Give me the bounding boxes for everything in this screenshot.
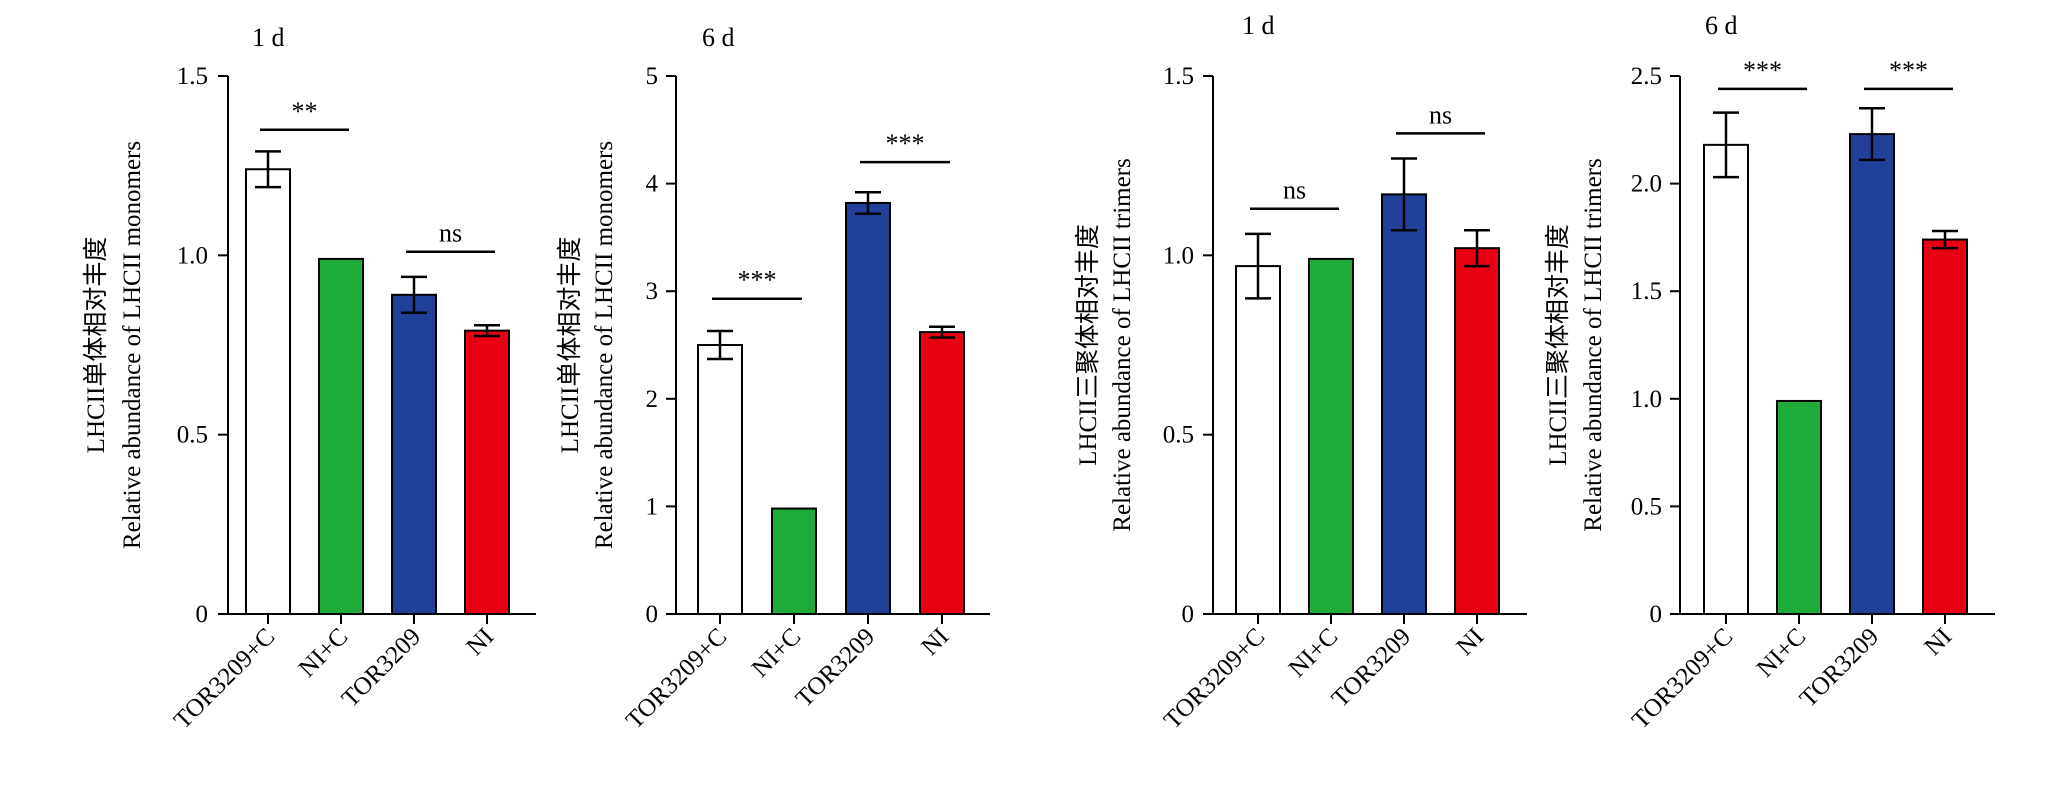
chart-panel-3: 1 d LHCII三聚体相对丰度 Relative abundance of LHC…	[1074, 11, 1527, 734]
y-tick-label: 2.5	[1631, 63, 1662, 90]
bar	[1454, 247, 1500, 615]
bar	[318, 257, 364, 615]
y-axis-label: Relative abundance of LHCII trimers	[1109, 158, 1136, 531]
significance-label: **	[292, 97, 318, 126]
chart-title: 1 d	[1242, 11, 1275, 40]
bar	[1922, 238, 1968, 615]
y-tick-label: 0.5	[177, 422, 208, 449]
x-tick-label: TOR3209+C	[1627, 623, 1738, 734]
significance-label: ns	[1283, 176, 1306, 205]
bar	[845, 201, 891, 616]
x-tick-label: NI+C	[294, 623, 354, 683]
x-tick-label: NI	[1919, 623, 1957, 661]
y-tick-label: 3	[646, 278, 659, 305]
significance-label: ***	[1743, 56, 1782, 85]
bar	[391, 293, 437, 615]
y-tick-label: 0.5	[1631, 493, 1662, 520]
y-tick-label: 0.5	[1163, 422, 1194, 449]
y-tick-label: 0	[1650, 601, 1663, 628]
x-tick-label: TOR3209	[791, 623, 880, 712]
y-axis-label-cn: LHCII三聚体相对丰度	[1074, 224, 1102, 466]
bar	[919, 331, 965, 615]
y-tick-label: 0	[646, 601, 659, 628]
chart-title: 6 d	[1705, 11, 1738, 40]
y-tick-label: 1.5	[1631, 278, 1662, 305]
y-tick-label: 1.0	[1163, 242, 1194, 269]
y-tick-label: 4	[646, 171, 659, 198]
chart-panel-2: 6 d LHCII单体相对丰度 Relative abundance of LHCI…	[556, 23, 990, 734]
y-axis-label: Relative abundance of LHCII trimers	[1580, 158, 1607, 531]
y-tick-label: 1.5	[1163, 63, 1194, 90]
x-tick-label: NI	[461, 623, 499, 661]
x-tick-label: TOR3209	[337, 623, 426, 712]
y-tick-label: 1.0	[177, 242, 208, 269]
bar	[1381, 193, 1427, 616]
x-tick-label: TOR3209	[1795, 623, 1884, 712]
y-tick-label: 0	[196, 601, 209, 628]
significance-label: ***	[1889, 56, 1928, 85]
bar	[1235, 265, 1281, 615]
x-tick-label: NI	[1451, 623, 1489, 661]
y-tick-label: 1.5	[177, 63, 208, 90]
chart-title: 6 d	[702, 23, 735, 52]
x-tick-label: TOR3209	[1327, 623, 1416, 712]
chart-title: 1 d	[252, 23, 285, 52]
y-tick-label: 5	[646, 63, 659, 90]
x-tick-label: NI+C	[1284, 623, 1344, 683]
x-tick-label: TOR3209+C	[169, 623, 280, 734]
chart-panel-1: 1 d LHCII单体相对丰度 Relative abundance of LHCI…	[82, 23, 536, 734]
significance-label: ***	[886, 129, 925, 158]
y-axis-label-cn: LHCII三聚体相对丰度	[1544, 224, 1572, 466]
significance-label: ns	[439, 219, 462, 248]
x-tick-label: NI	[916, 623, 954, 661]
x-tick-label: NI+C	[747, 623, 807, 683]
y-axis-label: Relative abundance of LHCII monomers	[119, 141, 146, 549]
x-tick-label: TOR3209+C	[621, 623, 732, 734]
bar	[464, 329, 510, 615]
bar	[1849, 133, 1895, 615]
y-tick-label: 2	[646, 386, 659, 413]
bar	[245, 168, 291, 615]
chart-panel-4: 6 d LHCII三聚体相对丰度 Relative abundance of LHC…	[1544, 11, 1995, 734]
y-tick-label: 1.0	[1631, 386, 1662, 413]
y-axis-label-cn: LHCII单体相对丰度	[556, 237, 584, 454]
y-axis-label-cn: LHCII单体相对丰度	[82, 237, 110, 454]
x-tick-label: NI+C	[1752, 623, 1812, 683]
y-tick-label: 2.0	[1631, 171, 1662, 198]
significance-label: ***	[738, 266, 777, 295]
bar	[1703, 143, 1749, 615]
bar	[771, 507, 817, 615]
bar	[697, 344, 743, 615]
y-axis-label: Relative abundance of LHCII monomers	[591, 141, 618, 549]
x-tick-label: TOR3209+C	[1159, 623, 1270, 734]
y-tick-label: 0	[1182, 601, 1195, 628]
y-tick-label: 1	[646, 493, 659, 520]
bar	[1776, 399, 1822, 615]
bar	[1308, 257, 1354, 615]
significance-label: ns	[1429, 100, 1452, 129]
